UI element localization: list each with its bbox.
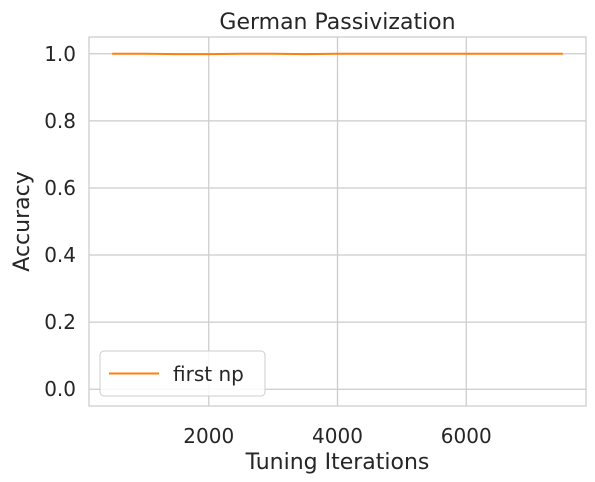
- legend-label-first-np: first np: [173, 362, 244, 386]
- plot-frame: [88, 36, 587, 407]
- y-axis-ticks: 0.0 0.2 0.4 0.6 0.8 1.0: [44, 42, 76, 401]
- legend: first np: [99, 350, 266, 397]
- y-tick-label: 0.8: [44, 109, 76, 133]
- y-tick-label: 1.0: [44, 42, 76, 66]
- x-tick-label: 4000: [312, 424, 363, 448]
- x-tick-label: 6000: [441, 424, 492, 448]
- chart-title: German Passivization: [219, 10, 455, 35]
- y-tick-label: 0.4: [44, 243, 76, 267]
- y-axis-label: Accuracy: [10, 171, 35, 271]
- x-tick-label: 2000: [183, 424, 234, 448]
- x-axis-label: Tuning Iterations: [245, 450, 430, 475]
- legend-box: [99, 350, 266, 397]
- y-tick-label: 0.2: [44, 310, 76, 334]
- x-axis-ticks: 2000 4000 6000: [183, 424, 491, 448]
- y-tick-label: 0.0: [44, 377, 76, 401]
- y-tick-label: 0.6: [44, 176, 76, 200]
